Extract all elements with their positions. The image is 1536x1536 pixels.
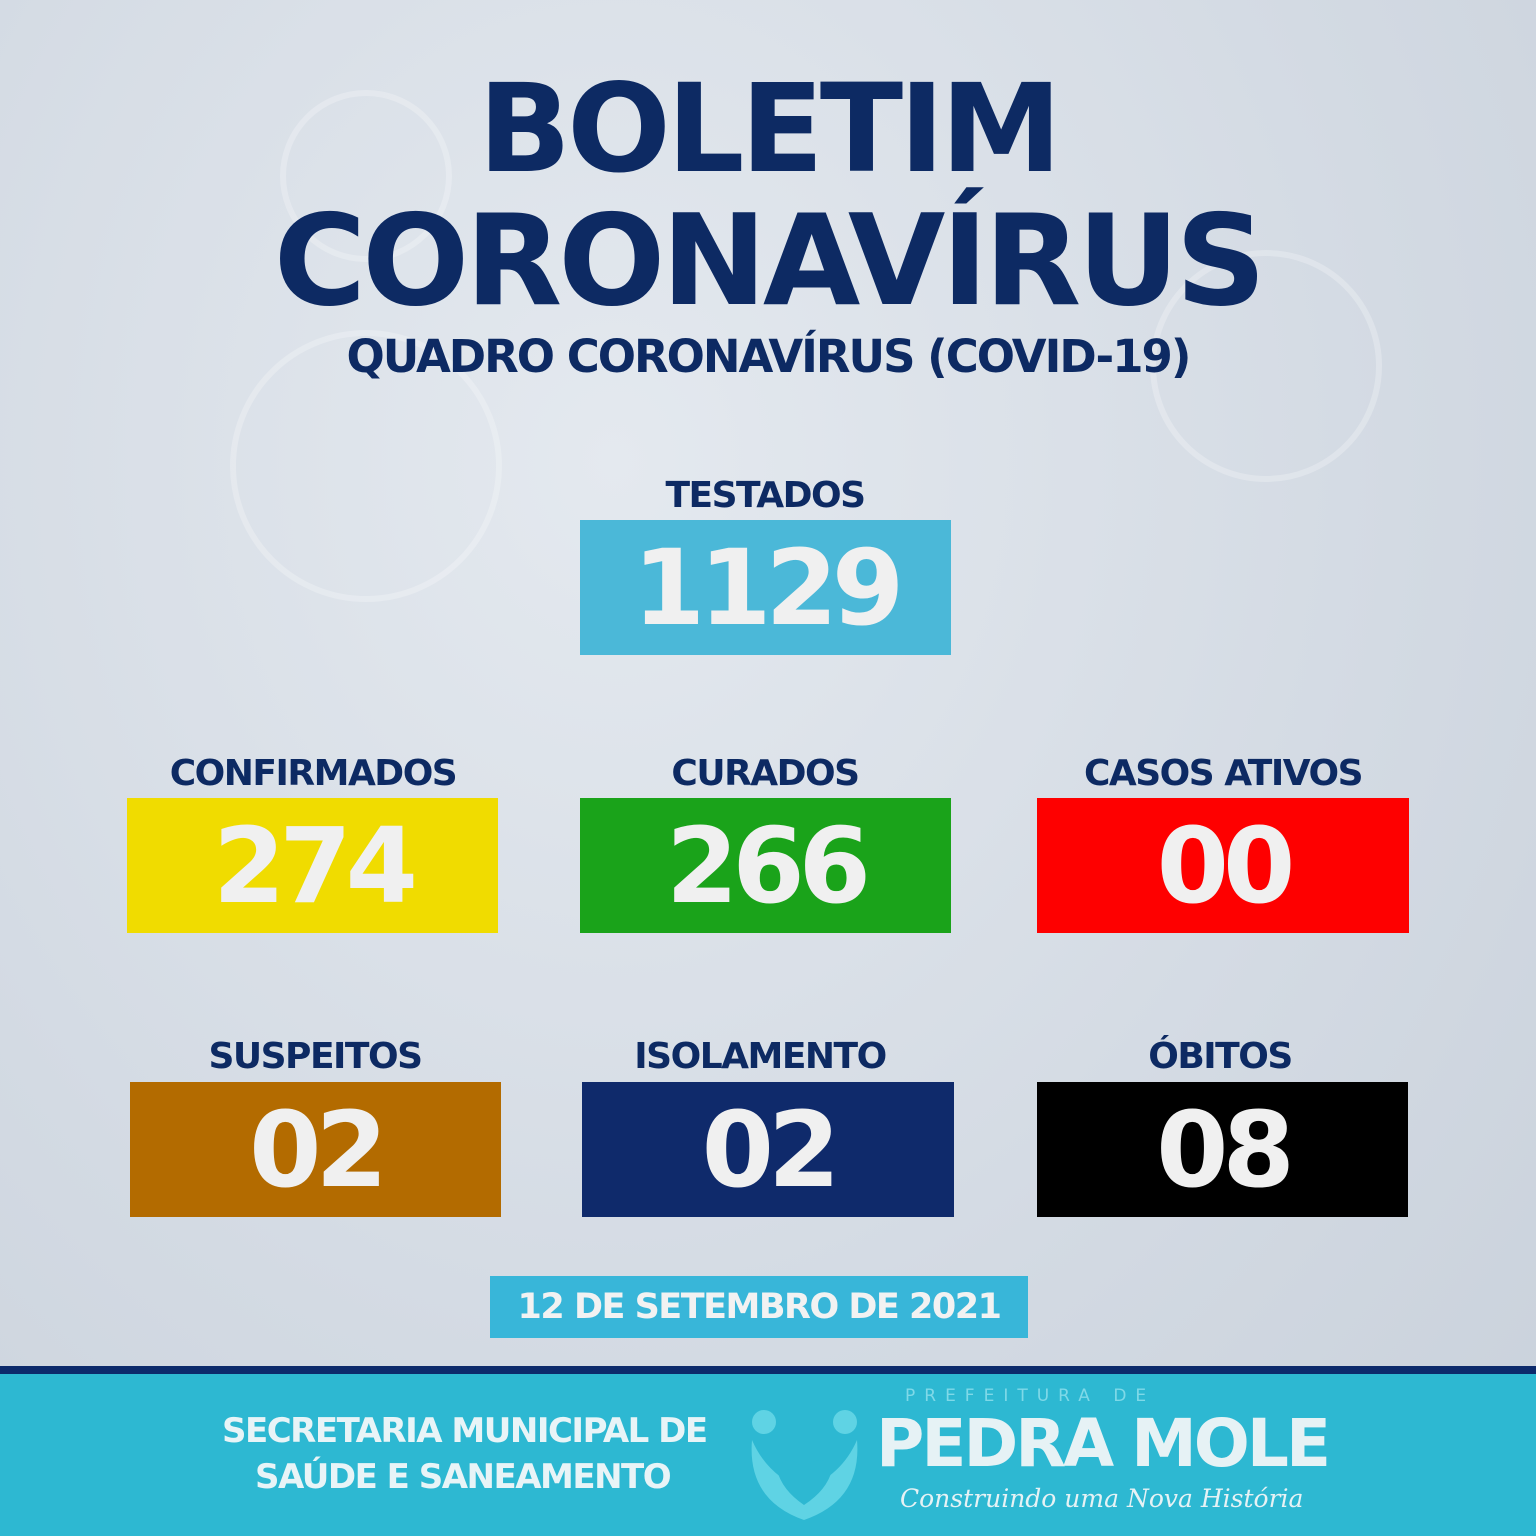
stat-label: TESTADOS [665,475,866,516]
virus-decoration [230,330,502,602]
stat-value: 00 [1037,798,1409,933]
virus-decoration [280,90,452,262]
date-badge: 12 DE SETEMBRO DE 2021 [490,1276,1028,1338]
title-line1: BOLETIM [478,58,1062,200]
virus-decoration [1150,250,1382,482]
stat-value: 08 [1037,1082,1408,1217]
stat-label: CURADOS [671,753,860,794]
stat-value: 1129 [580,520,951,655]
logo-prefeitura: PREFEITURA DE [905,1386,1156,1406]
logo-name: PEDRA MOLE [876,1405,1331,1482]
footer-divider [0,1366,1536,1374]
footer: SECRETARIA MUNICIPAL DE SAÚDE E SANEAMEN… [0,1374,1536,1536]
stat-label: SUSPEITOS [208,1036,423,1077]
stat-value: 266 [580,798,951,933]
stat-label: ÓBITOS [1148,1036,1293,1077]
secretaria-line1: SECRETARIA MUNICIPAL DE [222,1411,708,1451]
subtitle: QUADRO CORONAVÍRUS (COVID-19) [346,330,1192,383]
title-line2: CORONAVÍRUS [273,187,1267,334]
stat-value: 274 [127,798,498,933]
stat-value: 02 [582,1082,954,1217]
stat-label: CONFIRMADOS [169,753,458,794]
logo-slogan: Construindo uma Nova História [900,1484,1304,1513]
secretaria-line2: SAÚDE E SANEAMENTO [255,1457,672,1497]
stat-value: 02 [130,1082,501,1217]
stat-label: CASOS ATIVOS [1083,753,1364,794]
heart-people-logo-icon [751,1410,858,1520]
stat-label: ISOLAMENTO [634,1036,887,1077]
